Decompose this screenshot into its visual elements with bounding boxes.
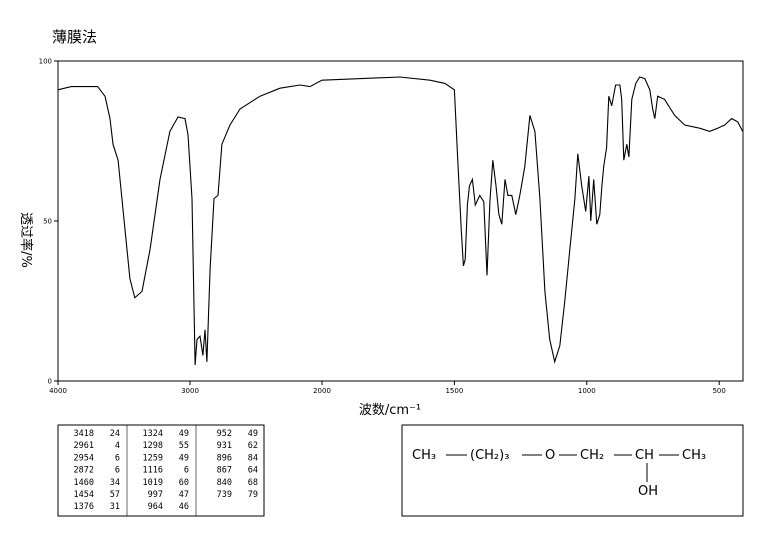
peak-wavenumber: 1019: [143, 478, 163, 488]
peak-wavenumber: 952: [217, 429, 232, 439]
y-axis-label: 透过率/%: [18, 212, 34, 268]
peak-transmittance: 49: [179, 453, 189, 463]
structure-group: (CH₂)₃: [470, 448, 509, 463]
structure-group: CH: [635, 448, 654, 463]
peak-transmittance: 49: [179, 429, 189, 439]
x-tick-label: 1500: [445, 387, 463, 395]
y-tick-label: 100: [39, 58, 52, 66]
structure-group: CH₃: [682, 448, 706, 463]
spectrum-line: [57, 76, 744, 366]
structure-group: CH₂: [580, 448, 604, 463]
peak-wavenumber: 931: [217, 441, 232, 451]
peak-transmittance: 34: [110, 478, 120, 488]
y-tick-label: 0: [48, 378, 52, 386]
x-tick-label: 4000: [49, 387, 67, 395]
peak-transmittance: 6: [115, 466, 120, 476]
peak-wavenumber: 1324: [143, 429, 163, 439]
peak-wavenumber: 964: [148, 502, 163, 512]
peak-table-frame: [57, 424, 265, 517]
peak-wavenumber: 2872: [74, 466, 94, 476]
peak-transmittance: 55: [179, 441, 189, 451]
peak-transmittance: 62: [248, 441, 258, 451]
peak-wavenumber: 2954: [74, 453, 94, 463]
peak-wavenumber: 1460: [74, 478, 94, 488]
plot-frame: [57, 60, 744, 382]
peak-wavenumber: 1454: [74, 490, 94, 500]
title: 薄膜法: [52, 28, 97, 46]
peak-transmittance: 6: [184, 466, 189, 476]
peak-transmittance: 60: [179, 478, 189, 488]
peak-wavenumber: 1116: [143, 466, 163, 476]
structure-frame: [401, 424, 744, 517]
peak-transmittance: 31: [110, 502, 120, 512]
structure: CH₃ (CH₂)₃ O CH₂ CH CH₃ OH: [412, 448, 706, 499]
y-tick-label: 50: [43, 218, 52, 226]
x-axis-label: 波数/cm⁻¹: [359, 403, 421, 418]
peak-transmittance: 68: [248, 478, 258, 488]
peak-wavenumber: 840: [217, 478, 232, 488]
peak-wavenumber: 1259: [143, 453, 163, 463]
peak-transmittance: 4: [115, 441, 120, 451]
peak-transmittance: 6: [115, 453, 120, 463]
peak-transmittance: 64: [248, 466, 258, 476]
peak-transmittance: 57: [110, 490, 120, 500]
structure-substituent: OH: [638, 484, 658, 499]
peak-wavenumber: 739: [217, 490, 232, 500]
peak-wavenumber: 1376: [74, 502, 94, 512]
peak-wavenumber: 2961: [74, 441, 94, 451]
x-tick-label: 1000: [578, 387, 596, 395]
x-tick-label: 3000: [181, 387, 199, 395]
x-tick-label: 2000: [313, 387, 331, 395]
peak-transmittance: 79: [248, 490, 258, 500]
peak-transmittance: 84: [248, 453, 258, 463]
peak-wavenumber: 3418: [74, 429, 94, 439]
structure-group: CH₃: [412, 448, 436, 463]
peak-transmittance: 47: [179, 490, 189, 500]
peak-wavenumber: 896: [217, 453, 232, 463]
peak-transmittance: 24: [110, 429, 120, 439]
peak-wavenumber: 997: [148, 490, 163, 500]
structure-group: O: [545, 448, 555, 463]
peak-transmittance: 46: [179, 502, 189, 512]
peak-wavenumber: 1298: [143, 441, 163, 451]
peak-wavenumber: 867: [217, 466, 232, 476]
peak-transmittance: 49: [248, 429, 258, 439]
x-tick-label: 500: [712, 387, 725, 395]
